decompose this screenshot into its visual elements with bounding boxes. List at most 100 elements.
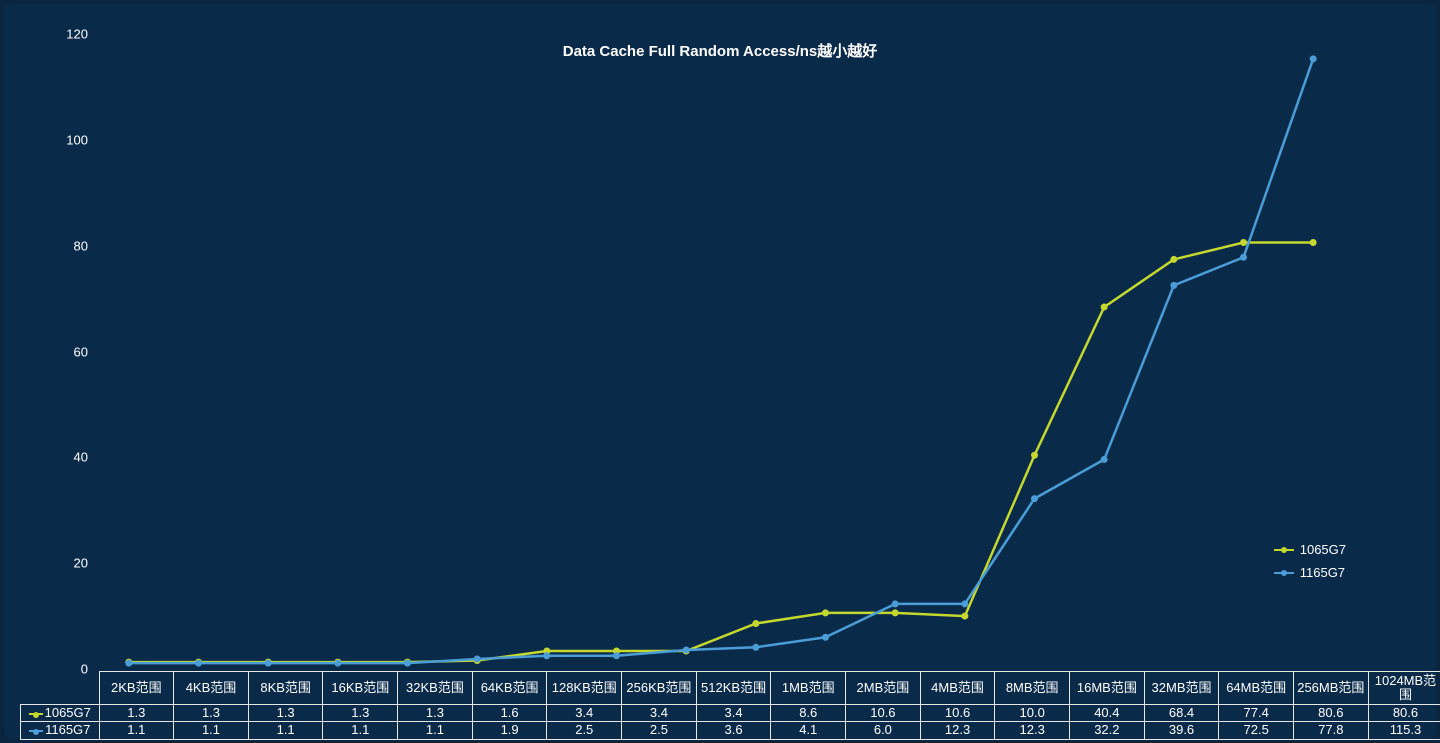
table-cell: 8.6: [771, 705, 846, 722]
legend-label: 1065G7: [1300, 542, 1346, 557]
series-marker-1065G7: [1170, 256, 1177, 263]
series-marker-1165G7: [613, 652, 620, 659]
series-marker-1165G7: [125, 660, 132, 667]
series-marker-1165G7: [1101, 456, 1108, 463]
table-cell: 72.5: [1219, 722, 1294, 739]
table-cell: 3.6: [696, 722, 771, 739]
series-marker-1065G7: [752, 620, 759, 627]
series-marker-1065G7: [822, 609, 829, 616]
series-line-1065G7: [129, 242, 1313, 662]
data-table: 2KB范围4KB范围8KB范围16KB范围32KB范围64KB范围128KB范围…: [20, 671, 1348, 740]
series-marker-1165G7: [474, 655, 481, 662]
series-marker-1165G7: [265, 660, 272, 667]
table-cell: 1.1: [174, 722, 249, 739]
series-marker-1165G7: [195, 660, 202, 667]
table-cell: 1.9: [472, 722, 547, 739]
table-cell: 1.1: [398, 722, 473, 739]
series-marker-1165G7: [752, 644, 759, 651]
table-cell: 1.1: [323, 722, 398, 739]
table-header-cell: 64KB范围: [472, 672, 547, 705]
table-cell: 80.6: [1294, 705, 1369, 722]
table-cell: 10.0: [995, 705, 1070, 722]
table-header-cell: 16MB范围: [1070, 672, 1145, 705]
table-header-cell: 4KB范围: [174, 672, 249, 705]
table-header-cell: 1MB范围: [771, 672, 846, 705]
legend-item-1065G7: 1065G7: [1274, 542, 1346, 557]
table-row-label: 1065G7: [21, 705, 100, 722]
y-tick-label: 120: [28, 27, 88, 42]
table-cell: 115.3: [1368, 722, 1440, 739]
series-marker-1065G7: [1310, 239, 1317, 246]
chart-svg: [94, 34, 1349, 669]
row-marker-icon: [33, 729, 39, 735]
table-header-cell: 256MB范围: [1294, 672, 1369, 705]
table-cell: 1.1: [99, 722, 174, 739]
table-header-cell: 16KB范围: [323, 672, 398, 705]
row-label-text: 1065G7: [45, 705, 91, 720]
table-header-cell: 1024MB范围: [1368, 672, 1440, 705]
series-marker-1165G7: [1310, 55, 1317, 62]
table-cell: 10.6: [846, 705, 921, 722]
series-marker-1165G7: [334, 660, 341, 667]
series-marker-1065G7: [1240, 239, 1247, 246]
table-header-cell: 2MB范围: [846, 672, 921, 705]
y-tick-label: 100: [28, 132, 88, 147]
table-cell: 39.6: [1144, 722, 1219, 739]
series-marker-1065G7: [1031, 452, 1038, 459]
series-marker-1165G7: [1031, 495, 1038, 502]
legend-label: 1165G7: [1300, 565, 1345, 580]
series-marker-1165G7: [822, 634, 829, 641]
table-row-label: 1165G7: [21, 722, 100, 739]
table-cell: 32.2: [1070, 722, 1145, 739]
table-cell: 1.3: [99, 705, 174, 722]
table-cell: 1.3: [398, 705, 473, 722]
y-tick-label: 0: [28, 662, 88, 677]
series-marker-1165G7: [1240, 254, 1247, 261]
plot-area: [94, 34, 1349, 669]
y-tick-label: 60: [28, 344, 88, 359]
legend-item-1165G7: 1165G7: [1274, 565, 1346, 580]
table-cell: 40.4: [1070, 705, 1145, 722]
table-header-cell: 256KB范围: [622, 672, 697, 705]
table-cell: 3.4: [547, 705, 622, 722]
series-marker-1065G7: [892, 609, 899, 616]
series-marker-1165G7: [404, 660, 411, 667]
legend: 1065G7 1165G7: [1274, 534, 1346, 588]
series-marker-1165G7: [892, 600, 899, 607]
table-cell: 12.3: [920, 722, 995, 739]
table-header-cell: 64MB范围: [1219, 672, 1294, 705]
table-header-cell: 32KB范围: [398, 672, 473, 705]
table-cell: 77.4: [1219, 705, 1294, 722]
series-line-1165G7: [129, 59, 1313, 663]
table-header-cell: 32MB范围: [1144, 672, 1219, 705]
series-marker-1165G7: [543, 652, 550, 659]
row-label-text: 1165G7: [45, 722, 90, 737]
table-cell: 1.1: [248, 722, 323, 739]
table-cell: 6.0: [846, 722, 921, 739]
table-cell: 2.5: [547, 722, 622, 739]
table-cell: 80.6: [1368, 705, 1440, 722]
table-cell: 2.5: [622, 722, 697, 739]
table-header-cell: 8MB范围: [995, 672, 1070, 705]
table-header-cell: 128KB范围: [547, 672, 622, 705]
y-tick-label: 20: [28, 556, 88, 571]
chart-panel: Data Cache Full Random Access/ns越小越好 106…: [4, 4, 1436, 739]
table-cell: 1.3: [323, 705, 398, 722]
table-cell: 1.3: [174, 705, 249, 722]
series-marker-1165G7: [1170, 282, 1177, 289]
table-cell: 68.4: [1144, 705, 1219, 722]
row-marker-icon: [33, 712, 39, 718]
table-cell: 4.1: [771, 722, 846, 739]
y-tick-label: 80: [28, 238, 88, 253]
table-header-cell: 512KB范围: [696, 672, 771, 705]
series-marker-1065G7: [961, 613, 968, 620]
table-header-cell: 2KB范围: [99, 672, 174, 705]
table-header-cell: 8KB范围: [248, 672, 323, 705]
table-cell: 3.4: [696, 705, 771, 722]
table-cell: 12.3: [995, 722, 1070, 739]
series-marker-1165G7: [683, 646, 690, 653]
series-marker-1065G7: [1101, 304, 1108, 311]
table-cell: 1.6: [472, 705, 547, 722]
table-cell: 77.8: [1294, 722, 1369, 739]
table-cell: 3.4: [622, 705, 697, 722]
